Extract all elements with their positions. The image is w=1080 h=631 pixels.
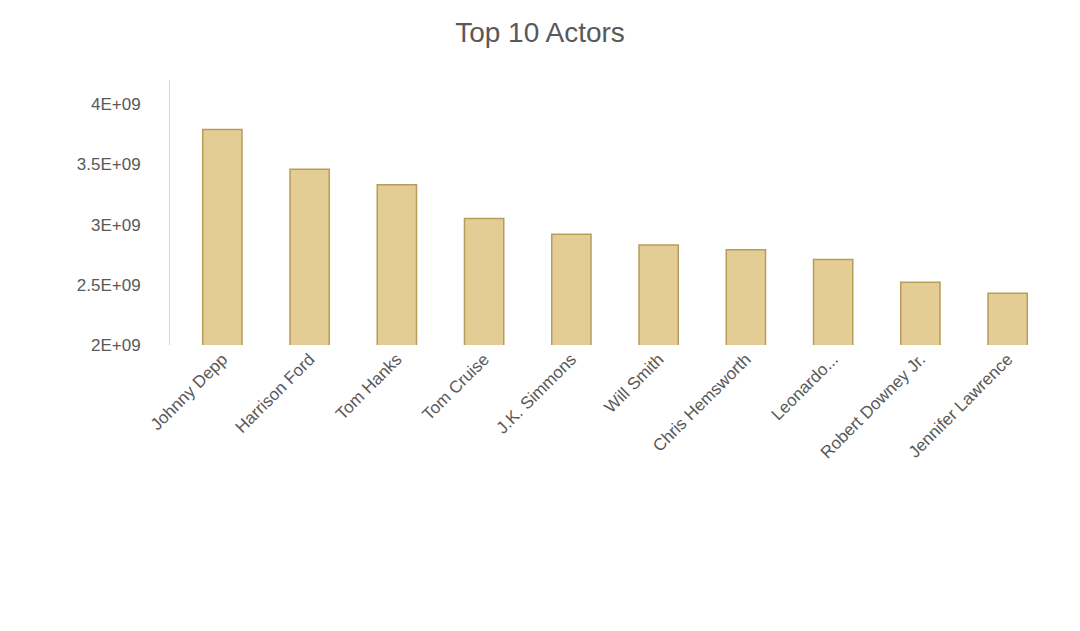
svg-text:2.5E+09: 2.5E+09 (77, 276, 141, 295)
svg-text:Tom Hanks: Tom Hanks (332, 350, 406, 424)
svg-text:4E+09: 4E+09 (91, 95, 141, 114)
svg-text:Jennifer Lawrence: Jennifer Lawrence (905, 350, 1017, 462)
svg-text:3.5E+09: 3.5E+09 (77, 155, 141, 174)
svg-text:Robert Downey Jr.: Robert Downey Jr. (817, 350, 929, 462)
svg-text:Johnny Depp: Johnny Depp (147, 350, 231, 434)
svg-text:Will Smith: Will Smith (601, 350, 668, 417)
svg-text:3E+09: 3E+09 (91, 216, 141, 235)
svg-text:Top 10 Actors: Top 10 Actors (455, 17, 625, 48)
svg-text:Tom Cruise: Tom Cruise (419, 350, 493, 424)
svg-text:2E+09: 2E+09 (91, 336, 141, 355)
svg-text:Chris Hemsworth: Chris Hemsworth (649, 350, 755, 456)
svg-text:J.K. Simmons: J.K. Simmons (493, 350, 581, 438)
svg-text:Harrison Ford: Harrison Ford (232, 350, 319, 437)
svg-text:Leonardo...: Leonardo... (768, 350, 842, 424)
